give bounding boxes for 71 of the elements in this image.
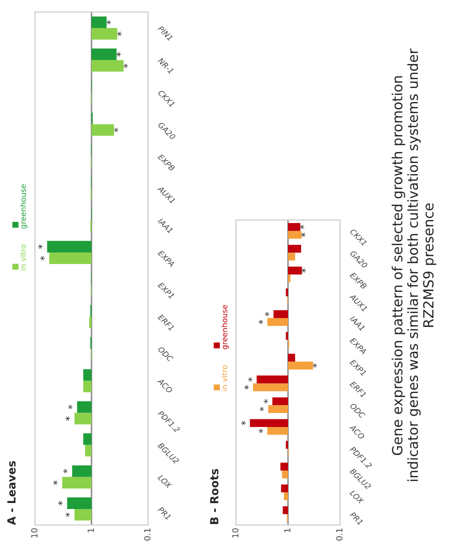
bar: [77, 401, 92, 413]
bar: [282, 506, 288, 514]
x-tick-label: 10: [232, 528, 238, 538]
bar: [267, 426, 288, 435]
bar: [92, 16, 107, 28]
bar: [83, 433, 92, 445]
x-tick-label: 1: [88, 528, 94, 532]
data-label: *: [124, 64, 128, 68]
data-label: *: [260, 406, 264, 412]
bar: [280, 462, 288, 471]
data-label: *: [65, 416, 70, 421]
bar: [274, 310, 288, 318]
bar: [288, 266, 302, 274]
bar: [288, 244, 302, 253]
data-label: *: [264, 312, 270, 316]
bar: [74, 412, 92, 424]
bar: [92, 60, 124, 72]
data-label: *: [40, 256, 45, 260]
x-tick-label: 0.1: [336, 528, 342, 540]
data-label: *: [106, 20, 111, 24]
bar: [67, 497, 92, 509]
data-label: *: [258, 428, 264, 434]
bar: [253, 383, 288, 392]
bar: [83, 380, 92, 392]
bar: [282, 470, 288, 478]
bar: [267, 318, 288, 326]
bar: [256, 376, 288, 384]
bar: [49, 252, 92, 264]
data-label: *: [65, 512, 70, 517]
x-tick-label: 1: [284, 528, 290, 532]
bar: [62, 476, 92, 488]
data-label: *: [244, 385, 249, 390]
bar: [92, 124, 114, 136]
bar: [284, 492, 288, 500]
data-label: *: [302, 268, 306, 273]
text: A - Leaves: [7, 461, 16, 525]
data-label: *: [300, 224, 304, 230]
data-label: *: [114, 128, 118, 132]
bar: [281, 484, 288, 492]
data-label: *: [241, 420, 246, 426]
bar: [85, 444, 92, 456]
bar: [92, 28, 118, 40]
bar: [72, 465, 92, 477]
data-label: *: [58, 501, 63, 506]
bar: [288, 354, 296, 362]
data-label: *: [264, 399, 268, 404]
text: B - Roots: [210, 468, 218, 524]
x-tick-label: 0.1: [144, 528, 150, 540]
text: Gene expression pattern of selected growth promotion indicator genes was similar for both cultivation systems under RZ2MS9 presence: [392, 48, 436, 482]
data-label: *: [117, 32, 122, 36]
bar: [288, 230, 302, 239]
x-tick-label: 10: [31, 528, 38, 538]
bar: [47, 240, 92, 252]
bar: [288, 362, 314, 370]
data-label: *: [258, 320, 264, 324]
data-label: *: [63, 468, 68, 474]
bar: [288, 223, 300, 231]
data-label: *: [53, 480, 58, 485]
data-label: *: [68, 404, 73, 410]
bar: [74, 508, 92, 521]
bar: [83, 369, 92, 381]
data-label: *: [116, 52, 121, 56]
bar: [288, 252, 296, 261]
data-label: *: [312, 363, 318, 368]
data-label: *: [38, 244, 43, 249]
bar: [250, 419, 288, 427]
bar: [272, 397, 288, 406]
data-label: *: [248, 377, 252, 382]
data-label: *: [301, 232, 306, 237]
bar: [92, 48, 117, 60]
bar: [268, 405, 288, 414]
